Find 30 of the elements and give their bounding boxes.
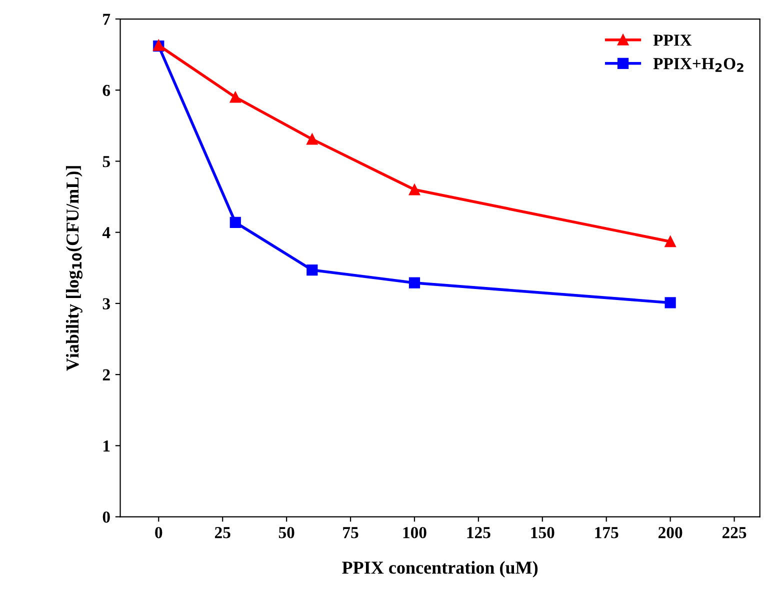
x-axis-title: PPIX concentration (uM) bbox=[342, 561, 538, 578]
point bbox=[306, 264, 318, 276]
x-tick-label: 75 bbox=[343, 527, 358, 538]
y-tick-label: 7 bbox=[103, 14, 110, 25]
x-tick-label: 50 bbox=[278, 526, 294, 538]
point bbox=[664, 236, 676, 248]
x-tick-label: 175 bbox=[595, 527, 618, 538]
x-tick-label: 100 bbox=[403, 526, 426, 538]
y-tick-label: 0 bbox=[102, 511, 110, 523]
y-tick-label: 5 bbox=[102, 156, 110, 168]
x-tick-label: 200 bbox=[658, 526, 682, 538]
point bbox=[408, 277, 420, 288]
legend-label: PPIX bbox=[653, 34, 692, 46]
y-tick-label: 6 bbox=[102, 84, 110, 96]
x-tick-label: 225 bbox=[722, 527, 746, 538]
x-tick-label: 25 bbox=[214, 527, 230, 538]
point bbox=[408, 184, 420, 196]
legend-label: PPIX+H$_{2}$O$_{2}$ bbox=[653, 58, 744, 72]
x-tick-label: 150 bbox=[531, 526, 554, 538]
y-axis-title: Viability [log$_{10}$(CFU/mL)] bbox=[66, 166, 82, 371]
y-tick-label: 2 bbox=[102, 369, 110, 380]
x-tick-label: 0 bbox=[155, 526, 162, 538]
point bbox=[230, 92, 241, 103]
point bbox=[230, 216, 241, 228]
point bbox=[306, 134, 318, 145]
x-tick-label: 125 bbox=[467, 527, 490, 538]
point bbox=[664, 297, 676, 308]
y-tick-label: 3 bbox=[102, 298, 110, 310]
y-tick-label: 1 bbox=[104, 440, 110, 452]
y-tick-label: 4 bbox=[102, 227, 110, 238]
